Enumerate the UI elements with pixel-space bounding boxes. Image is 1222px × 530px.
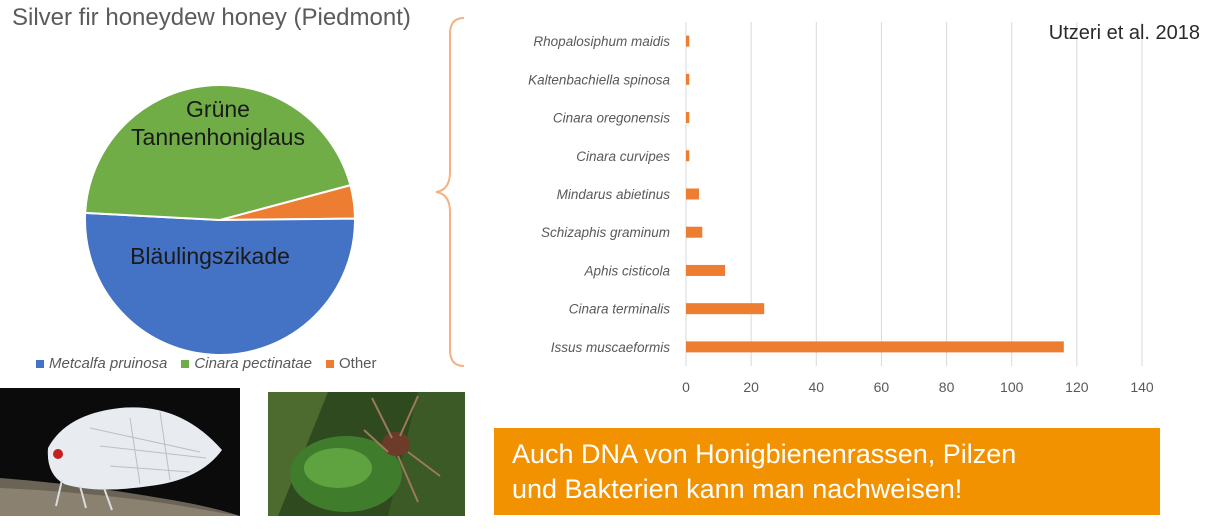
banner-line2: und Bakterien kann man nachweisen!	[512, 474, 963, 504]
x-tick-label: 140	[1130, 379, 1154, 395]
bar	[686, 303, 765, 315]
bar-chart: 0 20 40 60 80 100 120 140 Rhopalosiphum maidis Ka…	[528, 22, 1154, 395]
category-label: Kaltenbachiella spinosa	[528, 72, 670, 87]
category-label: Aphis cisticola	[583, 263, 670, 278]
legend-swatch-orange	[325, 359, 334, 368]
info-banner: Auch DNA von Honigbienenrassen, Pilzen u…	[494, 428, 1160, 515]
aphid-photo	[268, 392, 465, 516]
legend-item-cinara: Cinara pectinatae	[181, 355, 312, 372]
pie-label-green: Grüne Tannenhoniglaus	[118, 95, 318, 151]
bar	[686, 112, 690, 124]
legend-item-other: Other	[325, 355, 377, 372]
category-label: Rhopalosiphum maidis	[533, 34, 670, 49]
curly-bracket	[435, 17, 465, 367]
x-tick-label: 120	[1065, 379, 1089, 395]
bar	[686, 341, 1064, 353]
x-tick-label: 40	[808, 379, 824, 395]
bar	[686, 188, 700, 200]
bar	[686, 226, 703, 238]
legend-swatch-green	[181, 359, 190, 368]
category-label: Cinara curvipes	[576, 149, 670, 164]
category-label: Issus muscaeformis	[551, 340, 671, 355]
x-tick-label: 60	[874, 379, 890, 395]
insect-photo	[0, 388, 240, 516]
pie-chart-title: Silver fir honeydew honey (Piedmont)	[12, 4, 411, 31]
bar	[686, 73, 690, 85]
banner-line1: Auch DNA von Honigbienenrassen, Pilzen	[512, 439, 1017, 469]
x-tick-label: 100	[1000, 379, 1024, 395]
pie-chart	[84, 84, 357, 356]
pie-slice-cinara-pectinatae	[84, 84, 352, 222]
legend-label-metcalfa: Metcalfa pruinosa	[49, 355, 168, 372]
x-tick-label: 80	[939, 379, 955, 395]
legend-label-cinara: Cinara pectinatae	[194, 355, 312, 372]
legend-item-metcalfa: Metcalfa pruinosa	[36, 355, 167, 372]
bar	[686, 150, 690, 162]
pie-label-green-line2: Tannenhoniglaus	[131, 124, 305, 150]
category-label: Cinara oregonensis	[553, 111, 670, 126]
legend-label-other: Other	[338, 355, 377, 372]
legend-swatch-blue	[36, 359, 44, 368]
x-tick-label: 0	[682, 379, 690, 395]
category-label: Schizaphis graminum	[541, 225, 670, 240]
citation: Utzeri et al. 2018	[1048, 22, 1200, 44]
pie-slice-metcalfa-pruinosa	[84, 211, 356, 356]
pie-label-green-line1: Grüne	[186, 96, 250, 122]
category-label: Cinara terminalis	[569, 302, 671, 317]
bar	[686, 264, 726, 276]
x-tick-label: 20	[743, 379, 759, 395]
bar	[686, 35, 690, 47]
pie-legend: Metcalfa pruinosa Cinara pectinatae Othe…	[36, 355, 377, 372]
category-label: Mindarus abietinus	[557, 187, 671, 202]
pie-label-blue: Bläulingszikade	[130, 243, 290, 269]
